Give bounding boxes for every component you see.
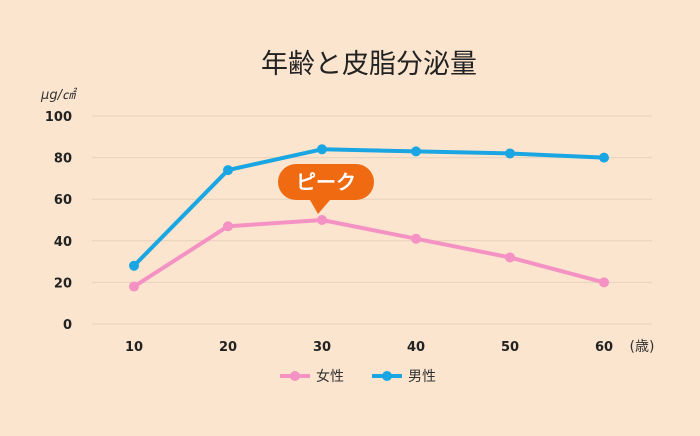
y-axis-ticks: 0 20 40 60 80 100	[45, 110, 72, 333]
legend-label: 男性	[408, 369, 436, 385]
data-point	[223, 165, 233, 176]
series-line-0	[132, 218, 606, 289]
series-group	[129, 144, 609, 292]
x-tick-label: 30	[313, 340, 331, 355]
peak-callout-text: ピーク	[296, 170, 356, 194]
data-point	[223, 221, 233, 232]
y-tick-label: 100	[45, 110, 72, 125]
legend-label: 女性	[316, 368, 344, 385]
y-tick-label: 80	[54, 152, 72, 167]
peak-callout-bubble	[278, 164, 374, 214]
data-point	[505, 252, 515, 263]
y-tick-label: 40	[54, 235, 72, 250]
y-tick-label: 60	[54, 193, 72, 208]
gridlines	[92, 115, 652, 325]
series-line-1	[132, 147, 606, 268]
y-axis-label: μg/㎠	[40, 87, 78, 103]
y-tick-label: 0	[63, 318, 72, 333]
legend-swatch-marker	[382, 371, 392, 381]
x-tick-label: 20	[219, 340, 237, 355]
data-point	[129, 281, 139, 292]
data-point	[411, 233, 421, 244]
data-point	[317, 144, 327, 155]
x-axis-ticks: 10 20 30 40 50 60	[125, 340, 613, 355]
x-tick-label: 60	[595, 340, 613, 355]
data-point	[599, 152, 609, 163]
legend: 女性 男性	[280, 368, 436, 385]
x-tick-label: 50	[501, 340, 519, 355]
data-point	[129, 260, 139, 271]
x-tick-label: 10	[125, 340, 143, 355]
y-tick-label: 20	[54, 276, 72, 291]
data-point	[411, 146, 421, 157]
data-point	[317, 215, 327, 225]
chart-title: 年齢と皮脂分泌量	[261, 49, 477, 80]
data-point	[599, 277, 609, 288]
peak-callout: ピーク	[278, 164, 374, 214]
legend-swatch-marker	[290, 371, 300, 381]
x-axis-unit: (歳)	[630, 339, 655, 355]
data-point	[505, 148, 515, 159]
x-tick-label: 40	[407, 340, 425, 355]
